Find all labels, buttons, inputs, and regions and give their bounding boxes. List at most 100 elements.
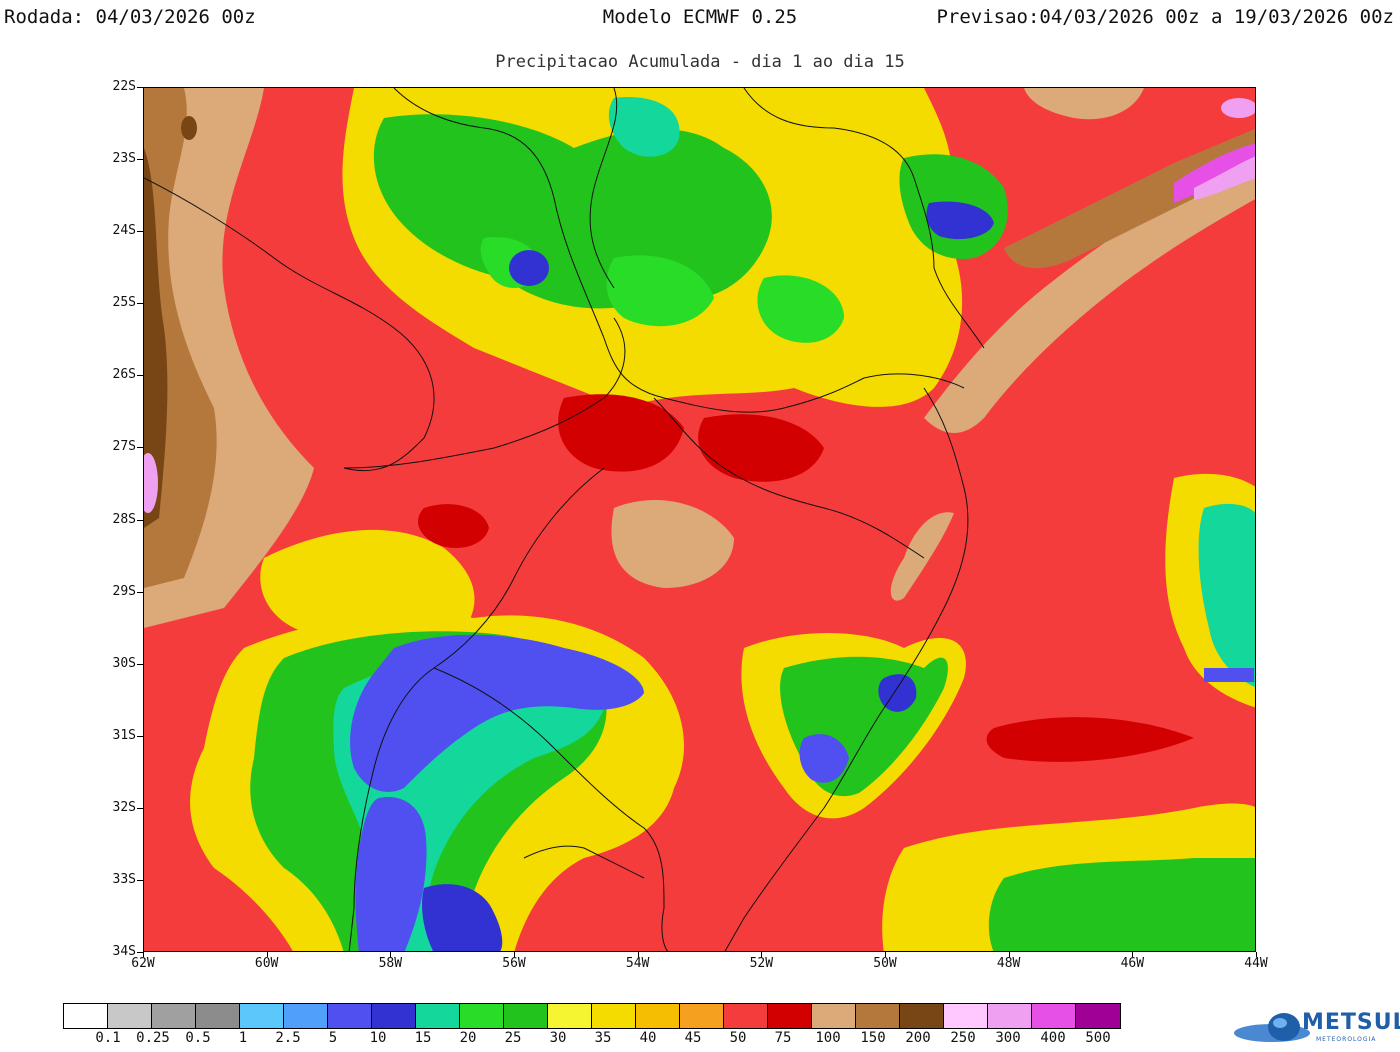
lon-tick — [637, 952, 639, 957]
legend-label: 40 — [639, 1030, 657, 1046]
lat-tick — [137, 447, 143, 449]
field-25-30-north — [373, 114, 772, 309]
coastline — [724, 387, 969, 951]
lat-tick — [137, 735, 143, 737]
legend-label: 150 — [860, 1030, 886, 1046]
lat-label: 26S — [112, 367, 136, 383]
lat-label: 29S — [112, 583, 136, 599]
legend-swatch — [372, 1004, 416, 1028]
lon-tick — [1132, 952, 1134, 957]
legend-label: 10 — [369, 1030, 387, 1046]
lat-label: 27S — [112, 439, 136, 455]
forecast-label: Previsao: — [936, 6, 1040, 28]
color-legend — [63, 1003, 1121, 1029]
field-150-200-coast — [924, 149, 1255, 433]
model-title: Modelo ECMWF 0.25 — [602, 6, 798, 28]
lon-label: 48W — [996, 956, 1021, 971]
map-subtitle: Precipitacao Acumulada - dia 1 ao dia 15 — [495, 52, 905, 72]
lon-label: 50W — [873, 956, 897, 971]
lat-label: 22S — [112, 79, 136, 94]
legend-swatch — [812, 1004, 856, 1028]
lon-label: 52W — [749, 956, 774, 971]
lon-tick — [266, 952, 268, 957]
legend-swatch — [504, 1004, 548, 1028]
legend-swatch — [108, 1004, 152, 1028]
legend-swatch — [856, 1004, 900, 1028]
field-15-20-sw — [422, 884, 503, 951]
forecast-info: Previsao:04/03/2026 00z a 19/03/2026 00z — [936, 6, 1394, 28]
field-10-15-north — [509, 250, 549, 286]
legend-swatch — [988, 1004, 1032, 1028]
legend-swatch — [1076, 1004, 1120, 1028]
border-line — [393, 88, 605, 339]
legend-swatch — [328, 1004, 372, 1028]
field-10-15-east — [1204, 668, 1254, 682]
lon-label: 60W — [254, 956, 279, 971]
lat-label: 24S — [112, 223, 136, 239]
logo-name: METSUL — [1302, 1010, 1400, 1035]
legend-swatch — [196, 1004, 240, 1028]
legend-swatch — [152, 1004, 196, 1028]
legend-label: 0.5 — [185, 1030, 211, 1046]
lon-tick — [1256, 952, 1257, 957]
legend-label: 100 — [815, 1030, 841, 1046]
border-line — [653, 397, 925, 559]
legend-label: 45 — [684, 1030, 702, 1046]
field-25-30-north-c — [606, 255, 714, 327]
legend-swatch — [460, 1004, 504, 1028]
lat-tick — [137, 952, 143, 953]
border-line — [144, 177, 435, 472]
legend-label: 35 — [594, 1030, 612, 1046]
legend-label: 250 — [950, 1030, 976, 1046]
legend-label: 5 — [328, 1030, 338, 1046]
lon-label: 46W — [1120, 956, 1145, 971]
lon-tick — [761, 952, 763, 957]
precipitation-field — [144, 88, 1255, 951]
lon-label: 58W — [378, 956, 403, 971]
field-25-30-south — [988, 858, 1255, 951]
legend-label: 15 — [414, 1030, 432, 1046]
field-100-150-c2 — [418, 504, 489, 548]
logo-subtitle: METEOROLOGIA — [1316, 1036, 1377, 1043]
lon-label: 62W — [131, 956, 155, 971]
lon-tick — [885, 952, 886, 957]
legend-swatch — [900, 1004, 944, 1028]
legend-label: 50 — [729, 1030, 747, 1046]
legend-label: 0.1 — [95, 1030, 121, 1046]
field-100-150-center — [558, 394, 684, 472]
legend-swatch — [636, 1004, 680, 1028]
lat-tick — [137, 591, 143, 593]
run-value: 04/03/2026 00z — [95, 6, 256, 28]
legend-label: 75 — [774, 1030, 792, 1046]
field-10-15-sw — [350, 634, 644, 792]
field-250-300-west — [144, 148, 168, 528]
field-10-15-rs — [799, 734, 849, 783]
field-300-400-west — [144, 453, 158, 513]
legend-label: 30 — [549, 1030, 567, 1046]
lat-tick — [137, 303, 143, 305]
legend-swatch — [284, 1004, 328, 1028]
run-info: Rodada: 04/03/2026 00z — [4, 6, 256, 28]
legend-swatch — [416, 1004, 460, 1028]
legend-label: 300 — [995, 1030, 1021, 1046]
lon-label: 54W — [625, 956, 650, 971]
field-300-400-coast — [1194, 156, 1255, 200]
lat-tick — [137, 159, 143, 161]
border-line — [523, 845, 645, 879]
legend-swatch — [64, 1004, 108, 1028]
field-100-150-ocean — [986, 717, 1194, 762]
border-line — [343, 317, 626, 469]
lat-label: 34S — [112, 944, 136, 959]
legend-label: 1 — [238, 1030, 248, 1046]
lat-tick — [137, 375, 143, 377]
legend-label: 25 — [504, 1030, 522, 1046]
border-line — [603, 337, 965, 413]
lat-label: 31S — [112, 727, 136, 743]
legend-swatch — [240, 1004, 284, 1028]
lat-label: 23S — [112, 151, 136, 167]
lat-label: 28S — [112, 511, 136, 527]
field-10-15-ne — [926, 201, 994, 240]
legend-label: 0.25 — [136, 1030, 170, 1046]
lon-tick — [514, 952, 515, 957]
lat-tick — [137, 519, 143, 521]
